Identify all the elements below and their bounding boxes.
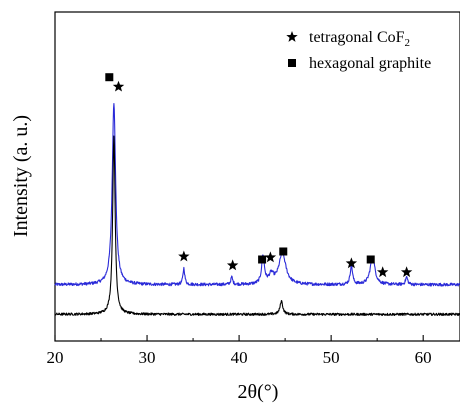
series-line-2 (54, 135, 460, 317)
x-tick-label: 40 (231, 348, 248, 367)
star-marker-6 (264, 251, 277, 263)
square-marker-1 (105, 73, 114, 82)
legend-subscript: 2 (405, 37, 411, 49)
plot-frame (54, 11, 460, 342)
square-marker-7 (279, 247, 288, 256)
legend-star-icon (286, 31, 298, 42)
x-axis: 20 30 40 50 60 (47, 335, 432, 367)
legend-entry-label: tetragonal CoF2 (309, 29, 410, 49)
peak-markers (105, 73, 413, 278)
legend-entry-label: hexagonal graphite (309, 55, 431, 72)
plot-area (54, 11, 460, 342)
x-axis-label: 2θ(°) (238, 381, 279, 403)
star-marker-11 (400, 266, 413, 278)
x-tick-label: 60 (415, 348, 432, 367)
star-marker-2 (112, 80, 125, 92)
square-marker-9 (366, 255, 375, 264)
series-layer (54, 103, 460, 317)
star-marker-3 (178, 250, 190, 262)
x-tick-label: 20 (47, 348, 64, 367)
x-tick-label: 30 (139, 348, 156, 367)
x-tick-label: 50 (323, 348, 340, 367)
star-marker-10 (376, 266, 389, 278)
legend-square-icon (288, 59, 296, 67)
series-line-1 (54, 103, 460, 287)
y-axis-label: Intensity (a. u.) (10, 115, 32, 237)
legend: tetragonal CoF2 hexagonal graphite (286, 29, 431, 72)
square-marker-5 (258, 255, 267, 264)
star-marker-4 (226, 259, 239, 271)
star-marker-8 (345, 257, 358, 269)
